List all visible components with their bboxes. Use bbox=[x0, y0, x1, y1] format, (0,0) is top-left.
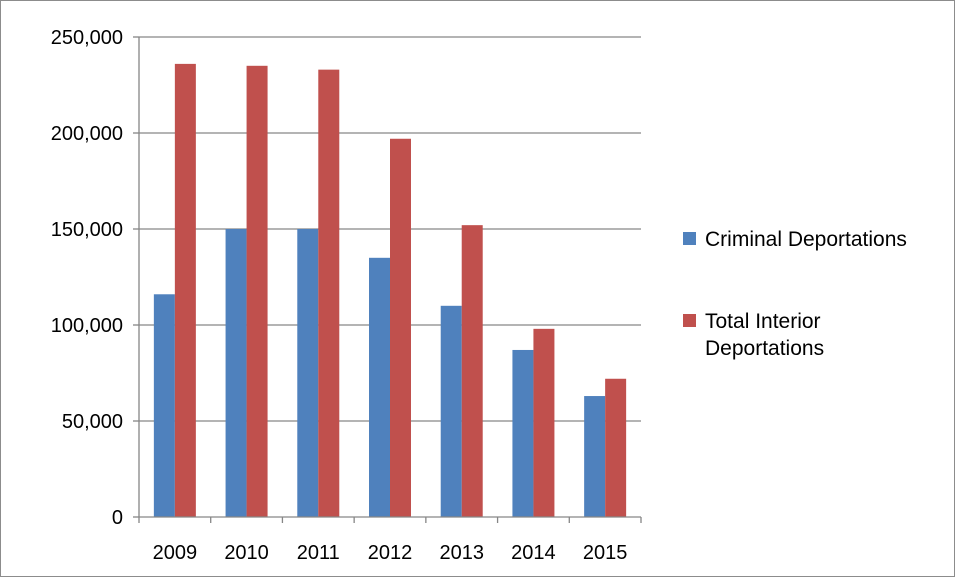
y-tick-label: 0 bbox=[112, 507, 123, 529]
bar-criminal-2014 bbox=[512, 349, 534, 517]
y-tick-label: 50,000 bbox=[62, 411, 123, 433]
x-tick-label: 2013 bbox=[439, 542, 484, 564]
bar-criminal-2013 bbox=[440, 305, 462, 517]
x-tick-label: 2015 bbox=[583, 542, 628, 564]
bar-total-interior-2011 bbox=[318, 69, 340, 517]
bar-criminal-2012 bbox=[369, 257, 390, 517]
x-tick-label: 2012 bbox=[368, 542, 413, 564]
axes bbox=[133, 36, 642, 523]
bar-total-interior-2014 bbox=[533, 328, 555, 517]
legend-swatch bbox=[683, 232, 696, 245]
bar-criminal-2010 bbox=[225, 229, 247, 517]
x-tick-labels: 2009 2010 2011 2012 2013 2014 2015 bbox=[153, 542, 628, 564]
bar-total-interior-2010 bbox=[246, 65, 268, 518]
x-tick-label: 2009 bbox=[153, 542, 198, 564]
bar-criminal-2009 bbox=[153, 294, 175, 517]
bar-total-interior-2013 bbox=[461, 225, 483, 517]
y-tick-labels: 0 50,000 100,000 150,000 200,000 250,000 bbox=[51, 27, 123, 529]
y-tick-label: 250,000 bbox=[51, 27, 123, 49]
x-tick-label: 2014 bbox=[511, 542, 556, 564]
legend-swatch bbox=[683, 314, 696, 327]
y-tick-label: 200,000 bbox=[51, 123, 123, 145]
x-tick-label: 2010 bbox=[224, 542, 269, 564]
bar-criminal-2011 bbox=[297, 229, 319, 517]
bar-total-interior-2015 bbox=[605, 378, 627, 517]
bar-total-interior-2012 bbox=[390, 138, 411, 517]
bar-criminal-2015 bbox=[584, 396, 606, 517]
y-tick-label: 150,000 bbox=[51, 219, 123, 241]
x-tick-label: 2011 bbox=[297, 542, 340, 564]
bars bbox=[153, 63, 627, 518]
legend-label: Total Interior Deportations bbox=[705, 310, 824, 360]
legend: Criminal Deportations Total Interior Depor… bbox=[683, 228, 907, 360]
bar-total-interior-2009 bbox=[174, 63, 196, 517]
y-tick-label: 100,000 bbox=[51, 315, 123, 337]
legend-label: Criminal Deportations bbox=[705, 228, 907, 251]
